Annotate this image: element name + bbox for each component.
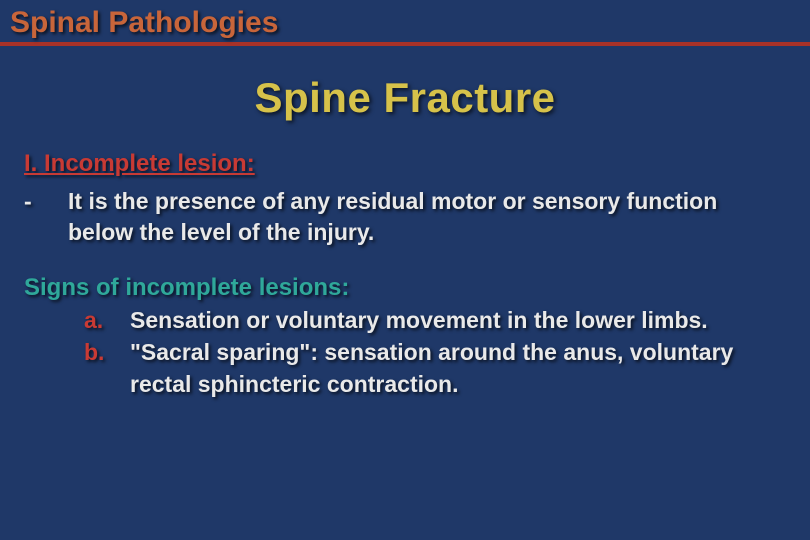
list-item: b. "Sacral sparing": sensation around th… <box>24 336 786 400</box>
sub-text: "Sacral sparing": sensation around the a… <box>130 336 786 400</box>
bullet-marker: - <box>24 186 68 217</box>
content-area: I. Incomplete lesion: - It is the presen… <box>0 150 810 401</box>
sub-list: a. Sensation or voluntary movement in th… <box>24 304 786 401</box>
sub-marker: a. <box>84 304 130 336</box>
slide-header: Spinal Pathologies <box>0 0 810 46</box>
section-heading: I. Incomplete lesion: <box>24 150 786 178</box>
sub-marker: b. <box>84 336 130 368</box>
list-item: a. Sensation or voluntary movement in th… <box>24 304 786 336</box>
bullet-list: - It is the presence of any residual mot… <box>24 186 786 248</box>
slide: Spinal Pathologies Spine Fracture I. Inc… <box>0 0 810 540</box>
main-title: Spine Fracture <box>0 74 810 122</box>
header-title: Spinal Pathologies <box>10 6 800 40</box>
list-item: - It is the presence of any residual mot… <box>24 186 786 248</box>
sub-text: Sensation or voluntary movement in the l… <box>130 304 786 336</box>
signs-heading: Signs of incomplete lesions: <box>24 274 786 302</box>
bullet-text: It is the presence of any residual motor… <box>68 186 786 248</box>
